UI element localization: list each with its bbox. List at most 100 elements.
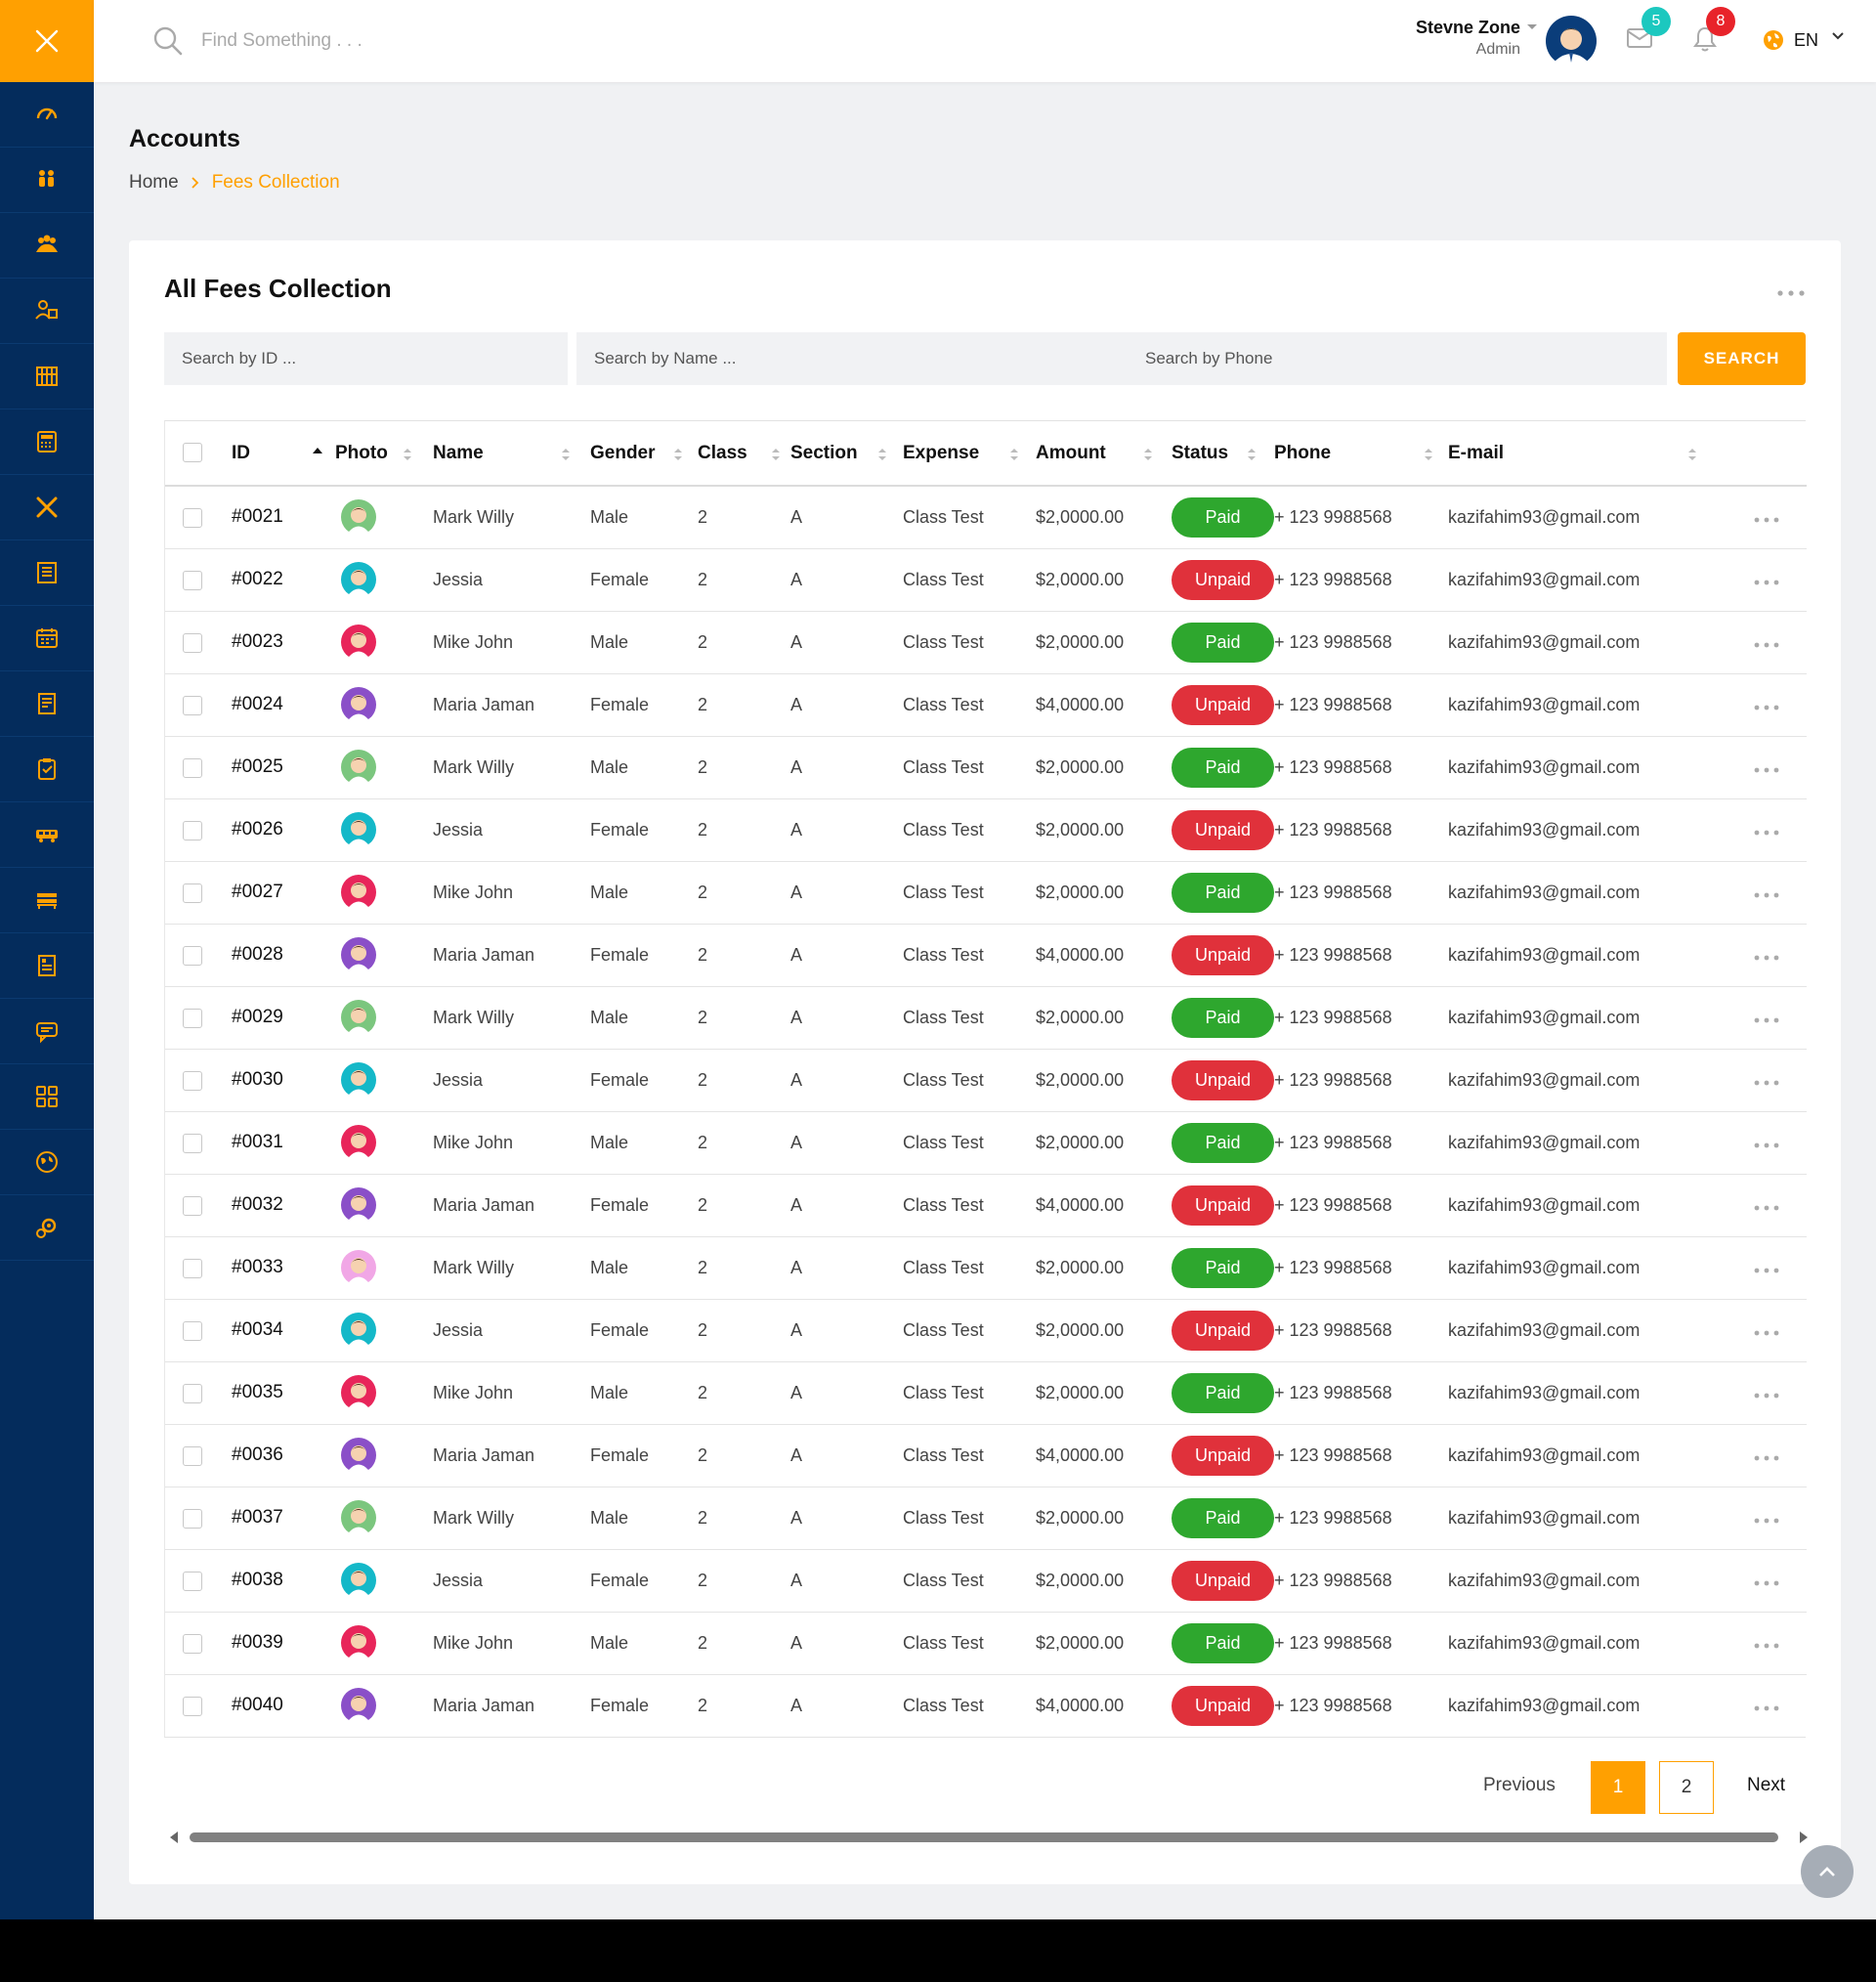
row-checkbox[interactable] — [183, 695, 202, 715]
search-button[interactable]: SEARCH — [1678, 332, 1806, 385]
sort-icon[interactable] — [1423, 447, 1434, 462]
row-actions-icon[interactable] — [1754, 1268, 1779, 1273]
sidebar-item-library[interactable] — [0, 344, 94, 409]
sidebar-item-attendance[interactable] — [0, 606, 94, 671]
row-actions-icon[interactable] — [1754, 642, 1779, 648]
caret-down-icon[interactable] — [1526, 23, 1538, 31]
row-checkbox[interactable] — [183, 1258, 202, 1278]
row-checkbox[interactable] — [183, 1320, 202, 1341]
user-menu[interactable]: Stevne Zone Admin — [1416, 18, 1520, 59]
sidebar-item-students[interactable] — [0, 148, 94, 213]
sort-icon[interactable] — [1246, 447, 1258, 462]
row-checkbox[interactable] — [183, 945, 202, 966]
sort-icon[interactable] — [770, 447, 782, 462]
sort-asc-icon[interactable] — [312, 445, 323, 458]
row-checkbox[interactable] — [183, 1571, 202, 1591]
search-by-name-input[interactable] — [576, 332, 1137, 385]
row-checkbox[interactable] — [183, 1133, 202, 1153]
sidebar-item-accounts[interactable] — [0, 409, 94, 475]
row-actions-icon[interactable] — [1754, 1205, 1779, 1211]
column-header-expense[interactable]: Expense — [899, 421, 1032, 487]
table-row[interactable]: #0027 Mike John Male 2 A Class Test $2,0000.00… — [165, 861, 1807, 925]
row-checkbox[interactable] — [183, 1195, 202, 1216]
row-actions-icon[interactable] — [1754, 517, 1779, 523]
sidebar-item-dashboard[interactable] — [0, 82, 94, 148]
avatar[interactable] — [1546, 16, 1597, 66]
row-actions-icon[interactable] — [1754, 1330, 1779, 1336]
row-actions-icon[interactable] — [1754, 1455, 1779, 1461]
sidebar-item-map[interactable] — [0, 1130, 94, 1195]
sort-icon[interactable] — [402, 447, 413, 462]
horizontal-scrollbar[interactable] — [168, 1830, 1810, 1845]
table-row[interactable]: #0029 Mark Willy Male 2 A Class Test $2,0000.0… — [165, 986, 1807, 1050]
row-actions-icon[interactable] — [1754, 767, 1779, 773]
row-checkbox[interactable] — [183, 1070, 202, 1091]
row-checkbox[interactable] — [183, 632, 202, 653]
select-all-checkbox[interactable] — [183, 443, 202, 463]
sidebar-item-hostel[interactable] — [0, 868, 94, 933]
sidebar-item-notice[interactable] — [0, 933, 94, 999]
sidebar-item-settings[interactable] — [0, 1195, 94, 1261]
sidebar-item-exam[interactable] — [0, 671, 94, 737]
chevron-down-icon[interactable] — [1831, 31, 1845, 41]
row-checkbox[interactable] — [183, 1508, 202, 1529]
column-header-class[interactable]: Class — [694, 421, 787, 487]
table-row[interactable]: #0035 Mike John Male 2 A Class Test $2,0000.00… — [165, 1361, 1807, 1425]
search-by-phone-input[interactable] — [1128, 332, 1667, 385]
table-row[interactable]: #0023 Mike John Male 2 A Class Test $2,0000.00… — [165, 611, 1807, 674]
globe-icon[interactable] — [1763, 29, 1784, 51]
table-row[interactable]: #0039 Mike John Male 2 A Class Test $2,0000.00… — [165, 1612, 1807, 1675]
column-header-name[interactable]: Name — [427, 421, 584, 487]
sort-icon[interactable] — [1686, 447, 1698, 462]
row-checkbox[interactable] — [183, 1008, 202, 1028]
table-row[interactable]: #0034 Jessia Female 2 A Class Test $2,0000.00 U… — [165, 1299, 1807, 1362]
row-checkbox[interactable] — [183, 757, 202, 778]
pagination-page-2[interactable]: 2 — [1659, 1761, 1714, 1814]
sort-icon[interactable] — [876, 447, 888, 462]
row-actions-icon[interactable] — [1754, 830, 1779, 836]
row-actions-icon[interactable] — [1754, 580, 1779, 585]
pagination-next[interactable]: Next — [1747, 1775, 1786, 1795]
sidebar-item-teachers[interactable] — [0, 279, 94, 344]
table-row[interactable]: #0025 Mark Willy Male 2 A Class Test $2,0000.0… — [165, 736, 1807, 799]
row-checkbox[interactable] — [183, 883, 202, 903]
row-actions-icon[interactable] — [1754, 1393, 1779, 1399]
global-search-input[interactable] — [201, 25, 592, 57]
row-actions-icon[interactable] — [1754, 1518, 1779, 1524]
sidebar-item-parents[interactable] — [0, 213, 94, 279]
scrollbar-thumb[interactable] — [190, 1832, 1778, 1842]
row-actions-icon[interactable] — [1754, 1705, 1779, 1711]
table-row[interactable]: #0031 Mike John Male 2 A Class Test $2,0000.00… — [165, 1111, 1807, 1175]
search-by-id-input[interactable] — [164, 332, 568, 385]
table-row[interactable]: #0037 Mark Willy Male 2 A Class Test $2,0000.0… — [165, 1486, 1807, 1550]
row-checkbox[interactable] — [183, 507, 202, 528]
column-header-id[interactable]: ID — [224, 421, 331, 487]
table-row[interactable]: #0024 Maria Jaman Female 2 A Class Test $4,000… — [165, 673, 1807, 737]
column-header-photo[interactable]: Photo — [331, 421, 427, 487]
table-row[interactable]: #0036 Maria Jaman Female 2 A Class Test $4,000… — [165, 1424, 1807, 1487]
sidebar-item-class-routine[interactable] — [0, 540, 94, 606]
row-actions-icon[interactable] — [1754, 955, 1779, 961]
column-header-email[interactable]: E-mail — [1448, 421, 1727, 487]
column-header-status[interactable]: Status — [1172, 421, 1274, 487]
table-row[interactable]: #0033 Mark Willy Male 2 A Class Test $2,0000.0… — [165, 1236, 1807, 1300]
sidebar-item-message[interactable] — [0, 999, 94, 1064]
more-options-icon[interactable] — [1776, 289, 1806, 297]
table-row[interactable]: #0021 Mark Willy Male 2 A Class Test $2,0000.0… — [165, 486, 1807, 549]
column-header-gender[interactable]: Gender — [584, 421, 694, 487]
row-actions-icon[interactable] — [1754, 1142, 1779, 1148]
table-row[interactable]: #0030 Jessia Female 2 A Class Test $2,0000.00 U… — [165, 1049, 1807, 1112]
table-row[interactable]: #0038 Jessia Female 2 A Class Test $2,0000.00 U… — [165, 1549, 1807, 1613]
row-checkbox[interactable] — [183, 1633, 202, 1654]
sidebar-item-ui-elements[interactable] — [0, 1064, 94, 1130]
table-row[interactable]: #0026 Jessia Female 2 A Class Test $2,0000.00 U… — [165, 798, 1807, 862]
column-header-section[interactable]: Section — [787, 421, 899, 487]
scroll-right-icon[interactable] — [1798, 1831, 1810, 1844]
pagination-page-1[interactable]: 1 — [1591, 1761, 1645, 1814]
table-row[interactable]: #0028 Maria Jaman Female 2 A Class Test $4,000… — [165, 924, 1807, 987]
row-checkbox[interactable] — [183, 1383, 202, 1403]
row-checkbox[interactable] — [183, 570, 202, 590]
sort-icon[interactable] — [1008, 447, 1020, 462]
column-header-phone[interactable]: Phone — [1274, 421, 1448, 487]
table-row[interactable]: #0032 Maria Jaman Female 2 A Class Test $4,000… — [165, 1174, 1807, 1237]
